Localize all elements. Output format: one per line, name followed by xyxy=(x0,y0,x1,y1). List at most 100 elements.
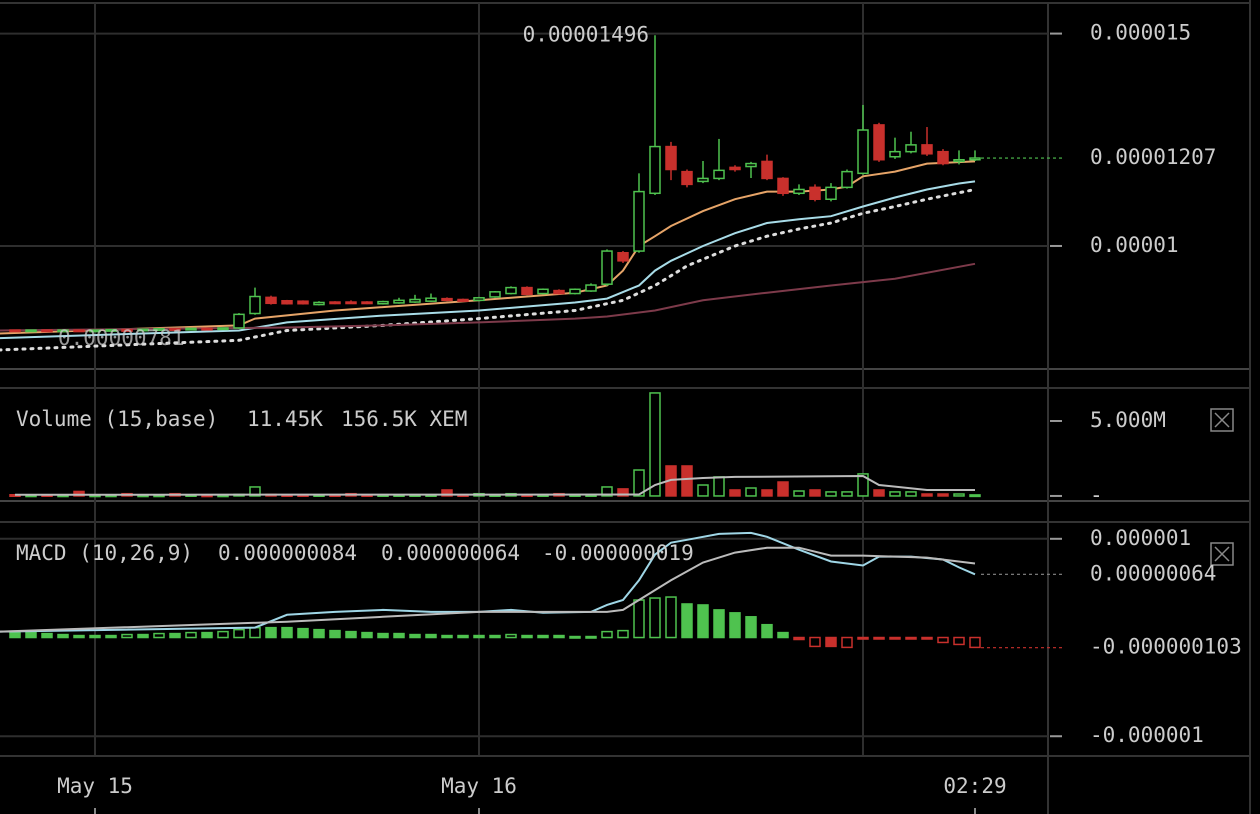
indicator-line xyxy=(0,262,976,332)
indicator-line xyxy=(0,160,976,335)
macd-histogram-bar xyxy=(665,596,677,639)
volume-bar xyxy=(601,486,613,497)
macd-histogram-bar xyxy=(153,632,165,639)
macd-histogram-bar xyxy=(569,635,581,639)
volume-bar xyxy=(921,493,933,497)
volume-bar xyxy=(793,490,805,497)
candle-body xyxy=(793,188,805,195)
x-tick-label: May 16 xyxy=(441,774,517,798)
macd-histogram-bar xyxy=(761,623,773,639)
candle-body xyxy=(969,157,981,161)
candle-body xyxy=(681,170,693,186)
candle-body xyxy=(473,297,485,302)
candle-body xyxy=(537,288,549,295)
macd-histogram-bar xyxy=(297,627,309,639)
close-button-box[interactable] xyxy=(1210,542,1234,566)
candle-body xyxy=(601,250,613,285)
macd-histogram-bar xyxy=(169,632,181,639)
volume-bar xyxy=(649,392,661,497)
candle-body xyxy=(9,329,21,333)
candle-body xyxy=(729,166,741,171)
candle-body xyxy=(361,301,373,305)
candle-body xyxy=(585,284,597,292)
candle-body xyxy=(249,295,261,315)
volume-bar xyxy=(777,481,789,497)
volume-bar xyxy=(825,491,837,497)
macd-histogram-bar xyxy=(969,636,981,649)
candle-body xyxy=(953,158,965,163)
candle-body xyxy=(57,329,69,333)
close-macd-button[interactable] xyxy=(1210,542,1234,566)
macd-histogram-bar xyxy=(681,603,693,639)
macd-histogram-bar xyxy=(633,599,645,639)
macd-histogram-bar xyxy=(201,631,213,639)
candle-body xyxy=(921,144,933,155)
macd-histogram-bar xyxy=(489,634,501,639)
indicator-line xyxy=(0,531,976,633)
candle-body xyxy=(697,177,709,183)
candle-body xyxy=(857,129,869,175)
candle-body xyxy=(761,160,773,180)
candle-body xyxy=(281,300,293,305)
macd-histogram-bar xyxy=(873,636,885,640)
overlay-price-label: 0.00000781 xyxy=(58,326,184,350)
candle-body xyxy=(809,186,821,200)
candle-body xyxy=(873,124,885,161)
macd-histogram-bar xyxy=(617,629,629,639)
candle-body xyxy=(665,145,677,171)
volume-bar xyxy=(729,489,741,497)
price-marker-label: -0.000000103 xyxy=(1090,635,1242,659)
volume-bar xyxy=(441,489,453,497)
macd-histogram-bar xyxy=(9,631,21,639)
macd-histogram-bar xyxy=(953,636,965,646)
candle-body xyxy=(169,328,181,332)
macd-histogram-bar xyxy=(249,626,261,639)
candle-body xyxy=(441,297,453,302)
candle-body xyxy=(841,170,853,189)
macd-histogram-bar xyxy=(809,636,821,648)
volume-bar xyxy=(889,491,901,497)
macd-histogram-bar xyxy=(73,634,85,639)
close-button-box[interactable] xyxy=(1210,408,1234,432)
volume-bar xyxy=(841,491,853,497)
candle-body xyxy=(409,298,421,303)
candle-body xyxy=(425,297,437,302)
macd-legend: 0.000000084 xyxy=(218,541,357,565)
candle-body xyxy=(905,144,917,153)
macd-histogram-bar xyxy=(137,633,149,639)
high-price-label: 0.00001496 xyxy=(523,22,649,46)
macd-histogram-bar xyxy=(265,626,277,639)
macd-histogram-bar xyxy=(409,633,421,639)
macd-histogram-bar xyxy=(505,633,517,639)
candle-body xyxy=(937,150,949,165)
macd-histogram-bar xyxy=(729,612,741,639)
macd-histogram-bar xyxy=(393,632,405,639)
macd-histogram-bar xyxy=(473,634,485,639)
candle-body xyxy=(393,299,405,304)
macd-histogram-bar xyxy=(425,633,437,639)
macd-histogram-bar xyxy=(841,636,853,649)
candle-body xyxy=(297,300,309,305)
macd-histogram-bar xyxy=(121,633,133,639)
candle-body xyxy=(553,289,565,295)
close-button-cross[interactable] xyxy=(1214,546,1230,562)
candle-body xyxy=(329,301,341,305)
close-button-cross[interactable] xyxy=(1214,412,1230,428)
candle-body xyxy=(265,296,277,305)
grid xyxy=(0,3,1048,755)
macd-histogram-bar xyxy=(777,631,789,639)
y-tick-label: - xyxy=(1090,483,1103,507)
macd-histogram-bar xyxy=(329,629,341,639)
macd-histogram-bar xyxy=(441,634,453,639)
close-volume-button[interactable] xyxy=(1210,408,1234,432)
candle-body xyxy=(489,291,501,298)
macd-legend: 0.000000064 xyxy=(381,541,520,565)
macd-histogram-bar xyxy=(281,626,293,639)
volume-bar xyxy=(937,493,949,497)
macd-histogram-bar xyxy=(585,635,597,639)
volume-bar xyxy=(857,473,869,497)
macd-histogram-bar xyxy=(105,634,117,639)
volume-bar xyxy=(809,489,821,497)
y-tick-label: 0.00001 xyxy=(1090,233,1179,257)
